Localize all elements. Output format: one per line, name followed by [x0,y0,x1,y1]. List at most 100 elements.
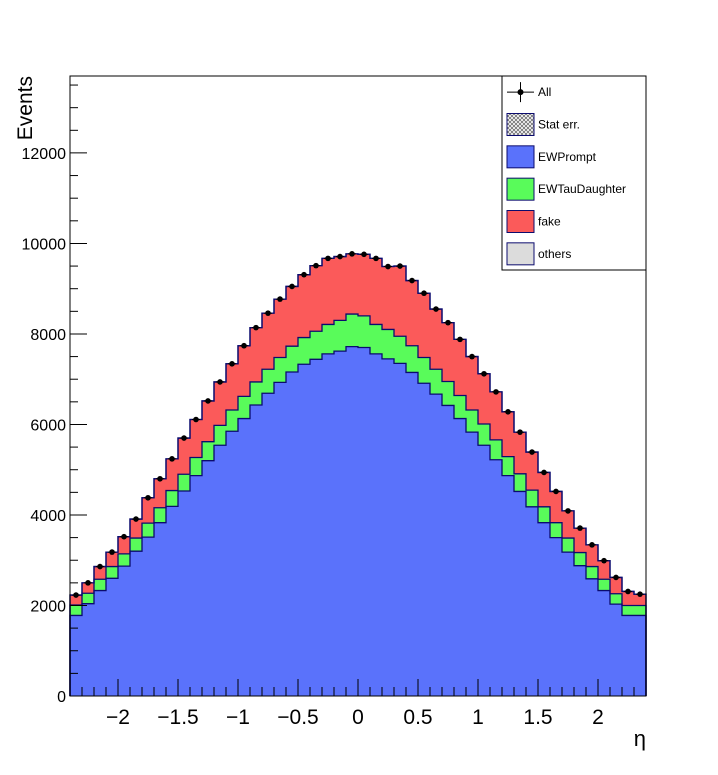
y-tick-label: 2000 [30,598,66,615]
data-point [564,508,572,514]
legend-label: Stat err. [538,118,580,132]
legend-swatch [506,113,535,136]
data-point-marker [277,296,283,302]
data-point [240,342,248,349]
data-point-marker [469,353,475,360]
data-point [288,283,296,290]
data-point [144,494,152,501]
data-point-marker [289,283,295,290]
data-point-marker [205,398,211,404]
data-point-marker [361,251,367,258]
data-point-marker [337,253,343,260]
data-point-marker [73,592,79,598]
data-point-marker [421,290,427,297]
legend-label: EWTauDaughter [538,182,626,196]
data-point-marker [481,370,487,377]
data-point [492,389,500,395]
axes: 0 2000 4000 6000 8000 10000 12000 −2 −1.5 −1 −0.5 0… [22,75,647,729]
data-point-marker [517,429,523,435]
hist-fill-ewprompt [70,346,646,696]
x-tick-label: −2 [106,706,130,729]
data-point [204,398,212,404]
x-tick-label: 0 [352,706,364,729]
data-point-marker [85,580,91,586]
legend-swatch [506,210,535,233]
x-tick-label: 0.5 [403,706,432,729]
data-point [468,353,476,360]
data-point [384,263,392,270]
x-tick-label: −1 [226,706,250,729]
x-tick-label: 1 [472,706,484,729]
legend-label: All [538,85,551,99]
data-point [600,557,608,564]
data-point [84,580,92,586]
data-point [228,361,236,367]
data-point [504,408,512,415]
data-point-marker [625,588,631,595]
data-point [612,574,620,581]
legend: All Stat err. EWPrompt EWTauDaughter fake oth… [501,75,647,271]
data-point [588,542,596,548]
data-point-marker [241,342,247,349]
legend-swatch [506,177,535,201]
data-point-marker [121,533,127,540]
x-tick-label: −0.5 [277,706,318,729]
data-point-marker [553,488,559,495]
hist-edge-fake [69,253,647,696]
data-point [324,255,332,262]
stacked-histograms [69,253,647,697]
data-point [108,549,116,555]
data-point-marker [565,508,571,514]
data-point-marker [397,263,403,269]
data-point [444,319,452,326]
data-point-marker [445,319,451,326]
data-point-marker [325,255,331,262]
data-point [96,563,104,570]
y-tick-label: 12000 [22,146,67,163]
data-point-marker [253,324,259,331]
data-point-marker [505,408,511,415]
data-points-all [72,251,644,598]
data-point-marker [433,306,439,312]
data-point [132,516,140,522]
legend-entry-stat-err: Stat err. [506,113,580,136]
data-point-marker [109,549,115,555]
data-point-marker [541,469,547,476]
legend-entry-ewprompt: EWPrompt [506,145,597,169]
data-point [192,416,200,423]
legend-label: EWPrompt [538,150,597,164]
data-point [264,310,272,316]
data-point-marker [529,449,535,455]
data-point-marker [589,542,595,548]
data-point-marker [133,516,139,522]
data-point-marker [601,557,607,564]
data-point-marker [193,416,199,423]
data-point [336,253,344,260]
data-point-marker [181,435,187,441]
legend-box [501,75,647,271]
data-point [624,588,632,595]
data-point [312,262,320,269]
legend-entry-fake: fake [506,210,561,233]
x-tick-label: 1.5 [523,706,552,729]
data-point [120,533,128,540]
data-point-marker [157,475,163,482]
data-point [480,370,488,377]
data-point [348,251,356,257]
legend-label: others [538,247,571,261]
x-axis-label: η [634,726,646,751]
data-point [156,475,164,482]
y-tick-label: 4000 [30,508,66,525]
data-point [576,525,584,531]
x-tick-label: 2 [592,706,604,729]
data-point-marker [577,525,583,531]
y-axis-label: Events [14,76,37,140]
data-point [252,324,260,331]
y-tick-label: 0 [57,689,66,706]
data-point-marker [145,494,151,501]
data-point [636,591,644,597]
data-point-marker [613,574,619,581]
data-point [516,429,524,435]
data-point-marker [97,563,103,570]
